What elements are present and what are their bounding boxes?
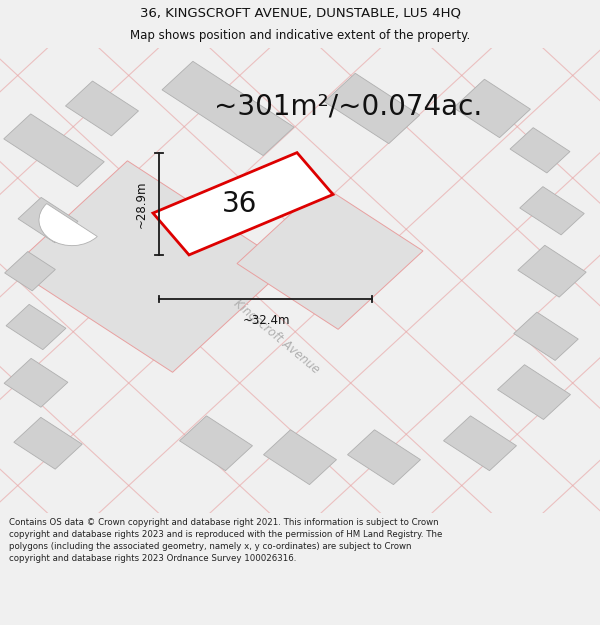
- Polygon shape: [18, 198, 78, 242]
- Polygon shape: [179, 416, 253, 471]
- Polygon shape: [6, 304, 66, 349]
- Polygon shape: [12, 161, 288, 372]
- Polygon shape: [347, 430, 421, 484]
- Polygon shape: [14, 418, 82, 469]
- Polygon shape: [497, 365, 571, 419]
- Text: Kingscroft Avenue: Kingscroft Avenue: [230, 297, 322, 376]
- Wedge shape: [39, 204, 97, 246]
- Polygon shape: [443, 416, 517, 471]
- Polygon shape: [263, 430, 337, 484]
- Polygon shape: [5, 251, 55, 291]
- Polygon shape: [520, 187, 584, 235]
- Polygon shape: [510, 127, 570, 173]
- Text: Map shows position and indicative extent of the property.: Map shows position and indicative extent…: [130, 29, 470, 42]
- Text: ~28.9m: ~28.9m: [134, 180, 148, 228]
- Polygon shape: [4, 358, 68, 408]
- Polygon shape: [153, 152, 333, 255]
- Polygon shape: [454, 79, 530, 138]
- Polygon shape: [518, 245, 586, 297]
- Text: 36, KINGSCROFT AVENUE, DUNSTABLE, LU5 4HQ: 36, KINGSCROFT AVENUE, DUNSTABLE, LU5 4H…: [139, 7, 461, 20]
- Text: Contains OS data © Crown copyright and database right 2021. This information is : Contains OS data © Crown copyright and d…: [9, 518, 442, 562]
- Polygon shape: [325, 73, 419, 144]
- Polygon shape: [162, 61, 294, 156]
- Text: ~32.4m: ~32.4m: [243, 314, 291, 326]
- Text: ~301m²/~0.074ac.: ~301m²/~0.074ac.: [214, 92, 482, 120]
- Polygon shape: [237, 185, 423, 329]
- Text: 36: 36: [223, 190, 257, 218]
- Polygon shape: [65, 81, 139, 136]
- Polygon shape: [514, 312, 578, 361]
- Polygon shape: [4, 114, 104, 187]
